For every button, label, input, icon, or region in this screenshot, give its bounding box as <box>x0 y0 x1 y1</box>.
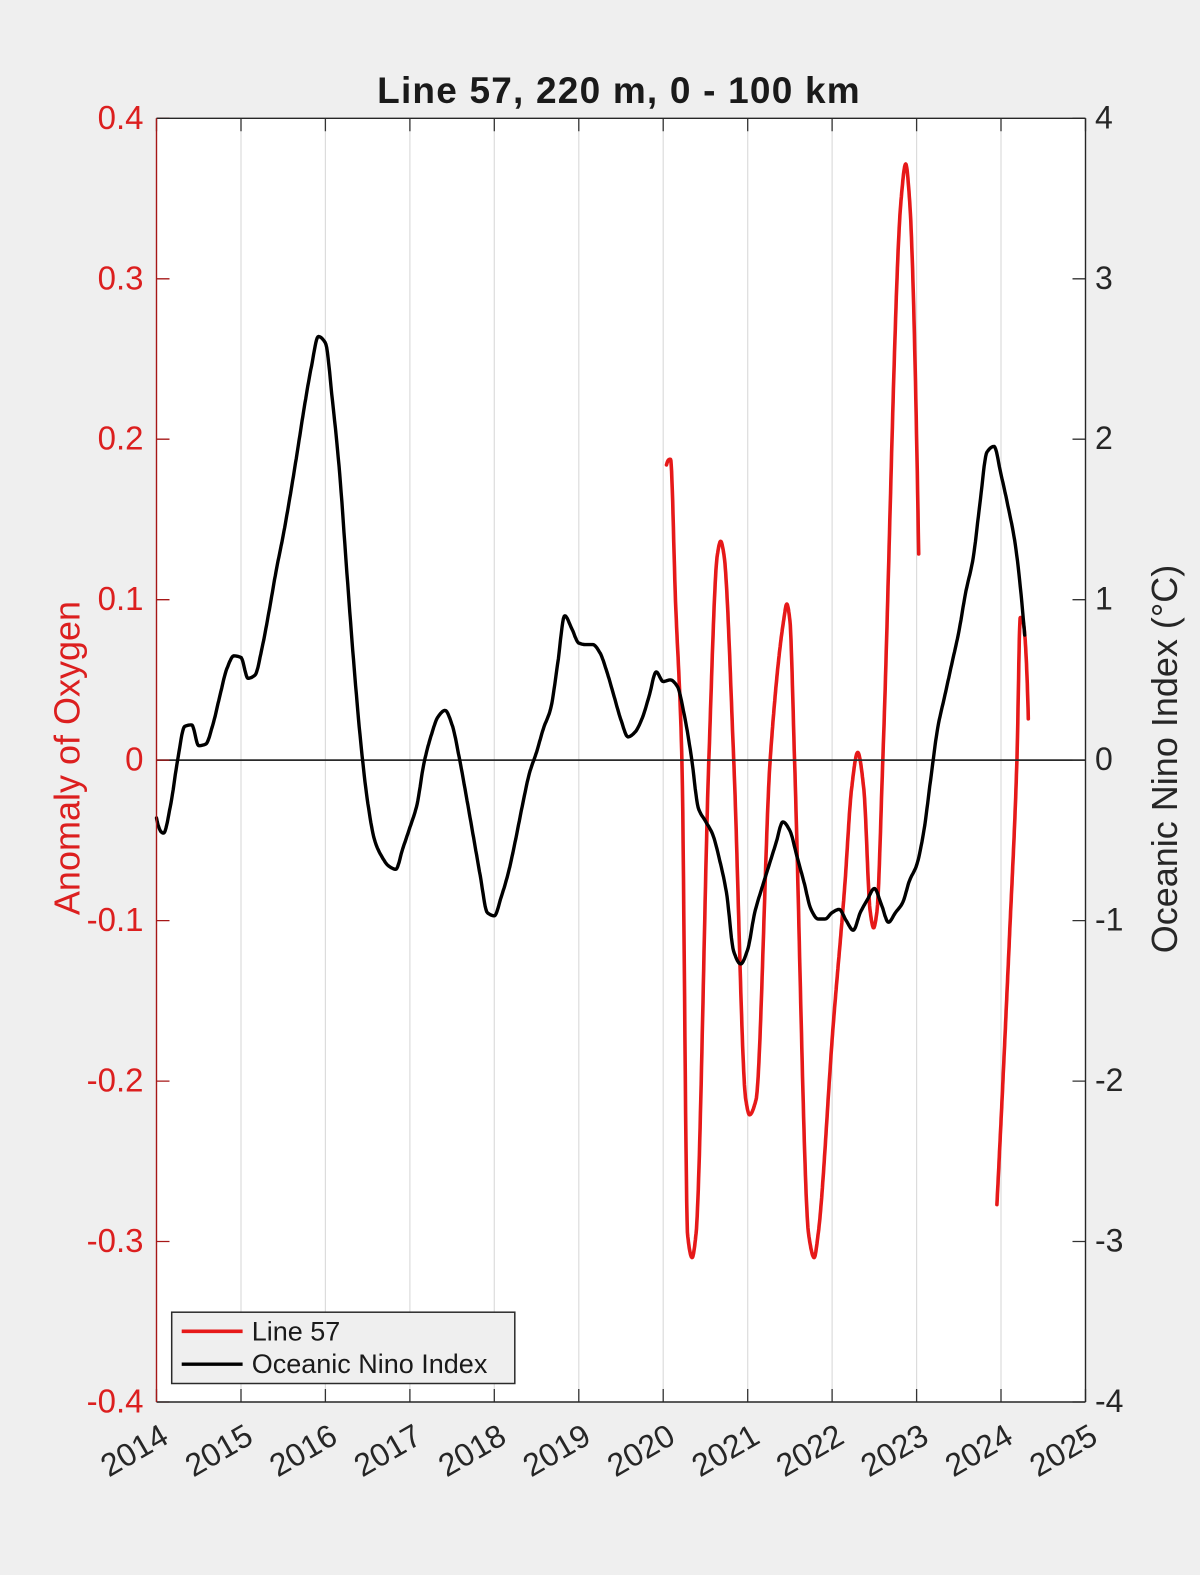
svg-text:2: 2 <box>1095 420 1113 456</box>
svg-text:Anomaly of Oxygen: Anomaly of Oxygen <box>47 601 88 915</box>
svg-text:4: 4 <box>1095 99 1113 135</box>
svg-text:Line 57: Line 57 <box>252 1316 341 1346</box>
svg-text:0: 0 <box>1095 741 1113 777</box>
svg-text:3: 3 <box>1095 260 1113 296</box>
svg-text:Line 57, 220 m, 0 - 100 km: Line 57, 220 m, 0 - 100 km <box>377 70 861 111</box>
svg-text:-3: -3 <box>1095 1223 1123 1259</box>
svg-text:-0.2: -0.2 <box>87 1062 144 1099</box>
svg-text:-0.3: -0.3 <box>87 1222 144 1259</box>
svg-text:0.2: 0.2 <box>98 420 144 457</box>
svg-text:-2: -2 <box>1095 1062 1123 1098</box>
svg-text:1: 1 <box>1095 581 1113 617</box>
svg-text:0.1: 0.1 <box>98 580 144 617</box>
svg-text:-0.1: -0.1 <box>87 901 144 938</box>
svg-text:-4: -4 <box>1095 1383 1123 1419</box>
svg-text:0.4: 0.4 <box>98 99 144 136</box>
svg-text:Oceanic Nino Index: Oceanic Nino Index <box>252 1349 488 1379</box>
svg-text:-0.4: -0.4 <box>87 1383 144 1420</box>
svg-text:Oceanic Nino Index (°C): Oceanic Nino Index (°C) <box>1144 565 1185 954</box>
svg-text:0.3: 0.3 <box>98 259 144 296</box>
svg-text:0: 0 <box>125 741 143 778</box>
svg-text:-1: -1 <box>1095 902 1123 938</box>
